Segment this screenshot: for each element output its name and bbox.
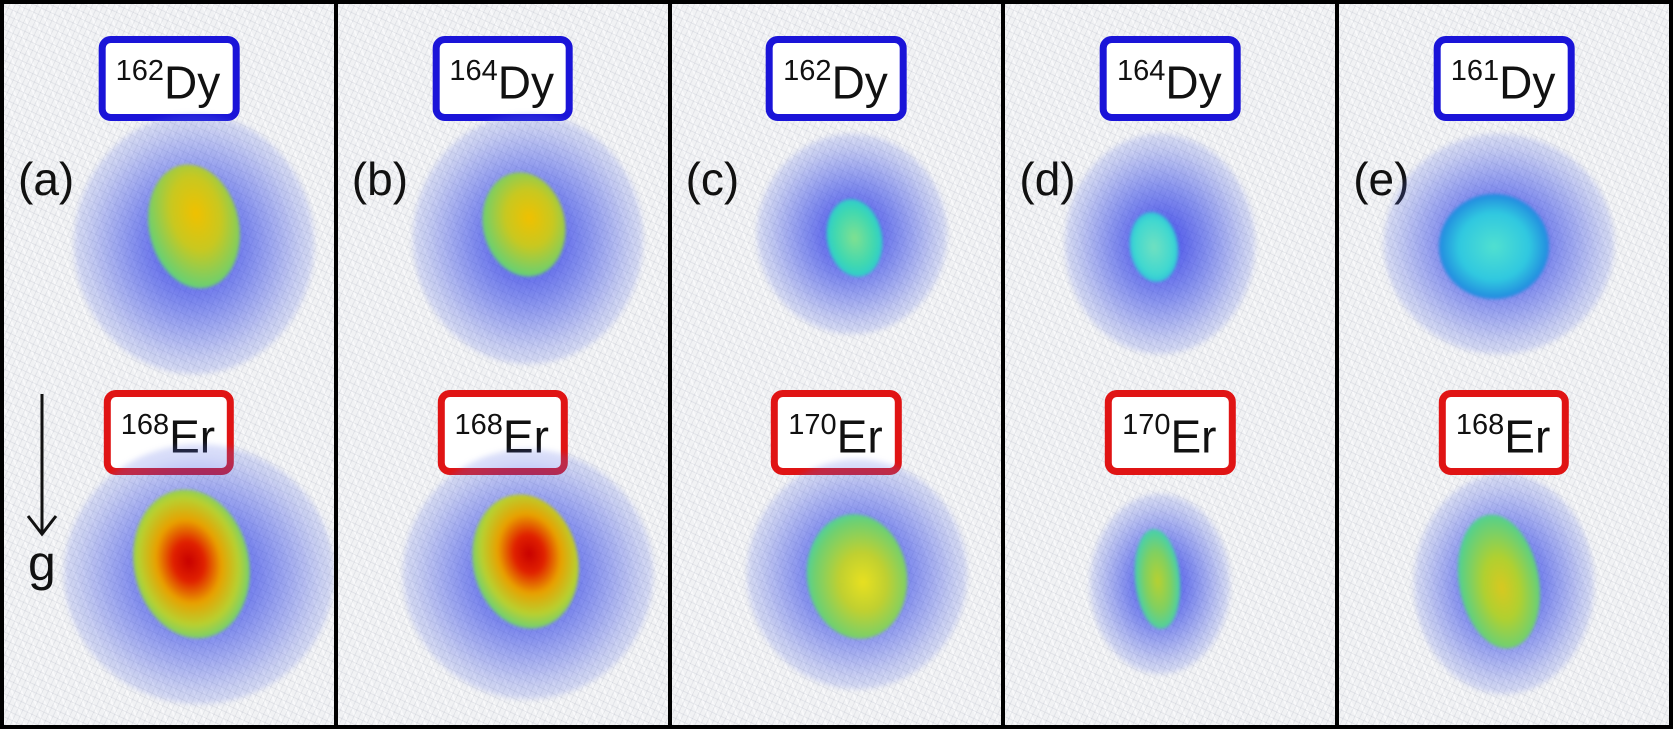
mass-number: 168: [120, 409, 170, 441]
mass-number: 170: [1122, 409, 1171, 441]
dy-isotope-label: 164Dy: [432, 36, 573, 122]
mass-number: 161: [1450, 55, 1500, 87]
panel-letter: (a): [18, 153, 75, 205]
panel-d: 164Dy (d) 170Er: [1001, 4, 1336, 725]
element-symbol: Dy: [1165, 56, 1222, 109]
element-symbol: Er: [1170, 410, 1217, 463]
element-symbol: Dy: [1499, 56, 1556, 109]
dy-isotope-label: 162Dy: [766, 36, 907, 122]
mass-number: 170: [788, 409, 837, 441]
mass-number: 168: [454, 409, 503, 441]
er-isotope-label: 168Er: [1438, 390, 1570, 476]
panel-letter: (c): [685, 153, 740, 205]
panel-letter: (b): [351, 153, 409, 205]
gravity-arrow-icon: [26, 394, 58, 537]
mass-number: 164: [1116, 55, 1166, 87]
mass-number: 168: [1455, 409, 1505, 441]
dy-isotope-label: 164Dy: [1099, 36, 1241, 122]
panel-e: 161Dy (e) 168Er: [1335, 4, 1669, 725]
panel-a: 162Dy (a) 168Er g: [4, 4, 334, 725]
mass-number: 164: [449, 55, 498, 87]
element-symbol: Er: [836, 410, 883, 463]
dy-isotope-label: 161Dy: [1433, 36, 1575, 122]
element-symbol: Dy: [831, 56, 888, 109]
dy-cloud-core: [1439, 194, 1550, 299]
panel-letter: (d): [1019, 153, 1076, 205]
dy-isotope-label: 162Dy: [98, 36, 240, 122]
element-symbol: Dy: [163, 56, 221, 109]
mass-number: 162: [115, 55, 164, 87]
element-symbol: Er: [1504, 410, 1551, 463]
mass-number: 162: [783, 55, 832, 87]
gravity-label: g: [28, 535, 56, 591]
element-symbol: Dy: [497, 56, 554, 109]
panel-b: 164Dy (b) 168Er: [333, 4, 668, 725]
er-isotope-label: 170Er: [1105, 390, 1236, 476]
panel-c: 162Dy (c) 170Er: [667, 4, 1002, 725]
